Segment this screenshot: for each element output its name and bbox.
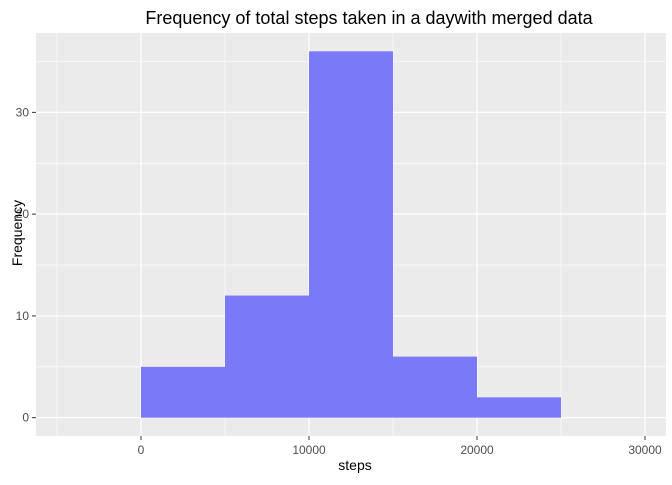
histogram-bar bbox=[225, 295, 309, 418]
histogram-bar bbox=[141, 366, 225, 418]
histogram-bar bbox=[477, 397, 561, 418]
histogram-bars bbox=[141, 51, 561, 418]
y-tick-label: 30 bbox=[16, 105, 30, 119]
y-axis-title: Frequency bbox=[9, 200, 25, 266]
x-tick-label: 20000 bbox=[460, 443, 494, 457]
y-tick-label: 0 bbox=[22, 411, 29, 425]
x-axis-title: steps bbox=[338, 457, 371, 473]
x-axis-ticks: 0 10000 20000 30000 bbox=[138, 436, 662, 457]
chart-title: Frequency of total steps taken in a dayw… bbox=[145, 8, 593, 28]
y-tick-label: 20 bbox=[16, 207, 30, 221]
x-tick-label: 10000 bbox=[292, 443, 326, 457]
x-tick-label: 0 bbox=[138, 443, 145, 457]
histogram-bar bbox=[393, 356, 477, 418]
x-tick-label: 30000 bbox=[628, 443, 662, 457]
y-axis-ticks: 0 10 20 30 bbox=[16, 105, 36, 425]
histogram-bar bbox=[309, 51, 393, 418]
y-tick-label: 10 bbox=[16, 309, 30, 323]
